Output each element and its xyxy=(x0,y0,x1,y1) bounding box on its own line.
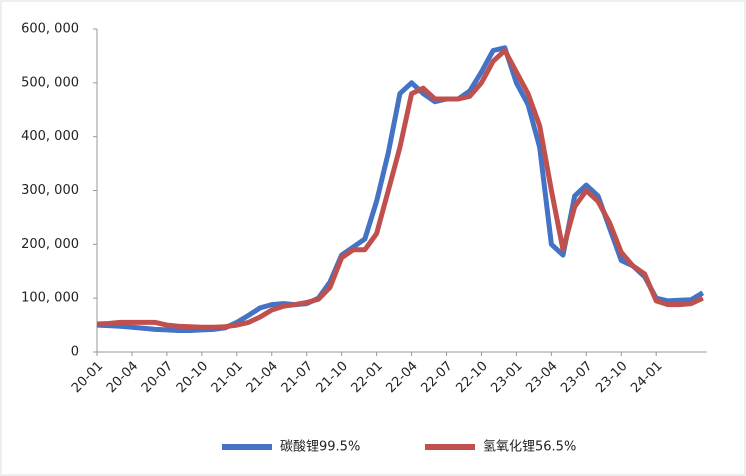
y-tick-label: 500, 000 xyxy=(21,75,79,90)
y-tick-label: 0 xyxy=(71,345,79,360)
y-tick-label: 600, 000 xyxy=(21,22,79,37)
y-tick-label: 200, 000 xyxy=(21,237,79,252)
y-tick-label: 400, 000 xyxy=(21,129,79,144)
legend-label: 碳酸锂99.5% xyxy=(280,440,360,455)
series-line xyxy=(96,48,704,330)
y-tick-label: 300, 000 xyxy=(21,183,79,198)
y-tick-label: 100, 000 xyxy=(21,291,79,306)
legend-label: 氢氧化锂56.5% xyxy=(483,440,576,455)
